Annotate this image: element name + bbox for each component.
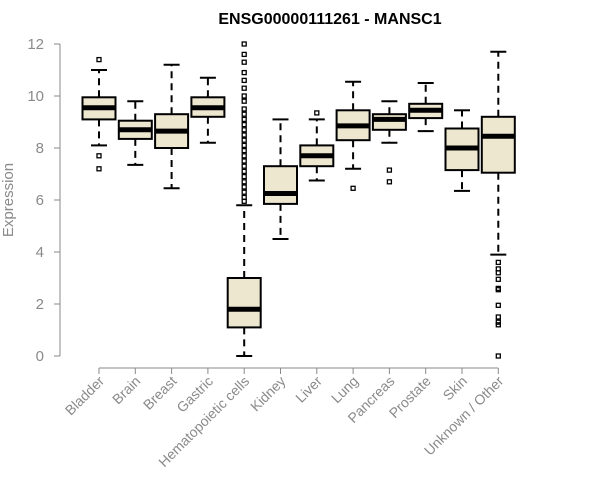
outlier-point <box>241 111 247 117</box>
box <box>263 165 298 205</box>
box-group <box>226 41 262 357</box>
outlier-point <box>241 142 247 149</box>
outlier-point <box>241 198 247 204</box>
outlier-point <box>314 110 320 116</box>
outlier-point <box>96 56 102 63</box>
outlier-point <box>241 137 247 143</box>
outlier-point <box>241 77 247 84</box>
y-tick-label: 4 <box>36 244 44 261</box>
box <box>371 113 407 131</box>
box-group <box>408 82 444 133</box>
box-group <box>263 118 298 240</box>
x-tick-label: Liver <box>292 373 325 406</box>
y-tick-label: 8 <box>36 140 44 157</box>
outlier-point <box>495 322 501 328</box>
outlier-point <box>241 127 247 133</box>
y-tick-label: 10 <box>27 88 44 105</box>
outlier-point <box>241 106 247 112</box>
outlier-point <box>495 270 501 276</box>
outlier-point <box>241 184 247 190</box>
outlier-point <box>350 185 356 191</box>
x-tick-label: Kidney <box>247 373 289 415</box>
outlier-point <box>241 51 247 58</box>
y-tick-label: 0 <box>36 348 44 365</box>
outlier-point <box>241 158 247 164</box>
y-axis: 0 2 4 6 8 10 12 <box>27 36 61 365</box>
y-axis-label: Expression <box>0 163 17 237</box>
outlier-point <box>386 167 393 173</box>
outlier-point <box>386 179 393 185</box>
box-group <box>154 63 190 190</box>
outlier-point <box>241 116 247 123</box>
outlier-point <box>241 163 247 169</box>
y-tick-label: 12 <box>27 36 44 53</box>
outlier-point <box>495 353 501 359</box>
outlier-point <box>241 168 247 175</box>
y-tick-label: 6 <box>36 192 44 209</box>
outlier-point <box>241 153 247 159</box>
y-tick-label: 2 <box>36 296 44 313</box>
box-group <box>335 80 371 191</box>
outlier-point <box>241 85 247 91</box>
box-group <box>444 109 480 192</box>
box-group <box>299 110 335 182</box>
outlier-point <box>241 93 247 99</box>
outlier-point <box>96 166 102 172</box>
x-tick-label: Bladder <box>62 373 108 419</box>
outlier-point <box>241 41 247 47</box>
box <box>226 277 262 329</box>
outlier-point <box>241 179 247 185</box>
outlier-point <box>241 189 247 195</box>
box <box>480 115 516 174</box>
outlier-point <box>241 69 247 76</box>
box-group <box>480 50 516 359</box>
outlier-point <box>241 59 247 65</box>
outlier-point <box>495 287 501 293</box>
outlier-point <box>495 259 501 266</box>
outlier-point <box>495 302 501 308</box>
x-tick-label: Lung <box>328 373 361 406</box>
box-group <box>371 100 407 185</box>
x-tick-label: Breast <box>140 373 180 413</box>
outlier-point <box>241 98 247 104</box>
x-tick-label: Brain <box>109 373 143 407</box>
outlier-point <box>241 121 247 128</box>
outlier-point <box>495 276 501 282</box>
x-tick-label: Skin <box>440 373 471 404</box>
outlier-point <box>241 173 247 180</box>
chart-title: ENSG00000111261 - MANSC1 <box>218 11 441 28</box>
outlier-point <box>96 153 102 159</box>
box-group <box>81 56 117 172</box>
outlier-point <box>241 132 247 138</box>
outlier-point <box>495 314 501 320</box>
box-group <box>117 100 153 166</box>
outlier-point <box>241 147 247 154</box>
boxes <box>81 41 516 359</box>
box-group <box>190 76 226 144</box>
